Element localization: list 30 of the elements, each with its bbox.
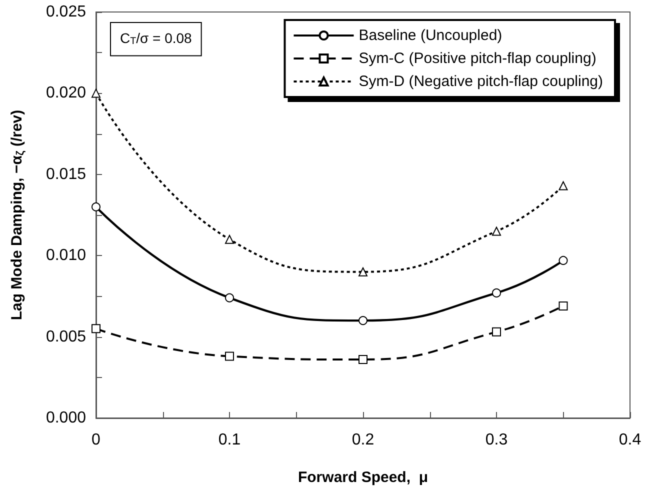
y-tick-label: 0.015 — [46, 166, 86, 183]
x-tick-label: 0.1 — [218, 432, 241, 448]
y-tick-label: 0.010 — [46, 247, 86, 264]
y-tick-label: 0.000 — [46, 410, 86, 426]
legend-label: Sym-D (Negative pitch-flap coupling) — [358, 73, 604, 90]
y-tick-label: 0.020 — [46, 84, 86, 102]
x-axis-title: Forward Speed, μ — [298, 469, 428, 486]
y-tick-label: 0.025 — [46, 4, 86, 20]
point — [225, 352, 234, 361]
x-tick-label: 0.4 — [618, 432, 642, 448]
point — [558, 181, 568, 190]
point — [225, 293, 234, 302]
point — [358, 316, 368, 326]
point — [358, 267, 368, 276]
point — [225, 234, 234, 244]
x-tick-label: 0.3 — [485, 432, 508, 448]
point — [358, 355, 368, 364]
point — [492, 226, 501, 236]
y-axis-title: Lag Mode Damping, −αζ (/rev) — [8, 110, 26, 320]
point — [492, 288, 501, 298]
point — [558, 301, 568, 310]
legend-label: Baseline (Uncoupled) — [358, 27, 502, 44]
point — [558, 256, 568, 265]
legend-label: Sym-C (Positive pitch-flap coupling) — [358, 50, 596, 67]
y-tick-label: 0.005 — [46, 328, 86, 346]
x-tick-label: 0 — [92, 432, 101, 448]
x-tick-label: 0.2 — [352, 432, 374, 448]
point — [492, 327, 501, 336]
point — [92, 324, 100, 334]
point — [92, 202, 100, 212]
